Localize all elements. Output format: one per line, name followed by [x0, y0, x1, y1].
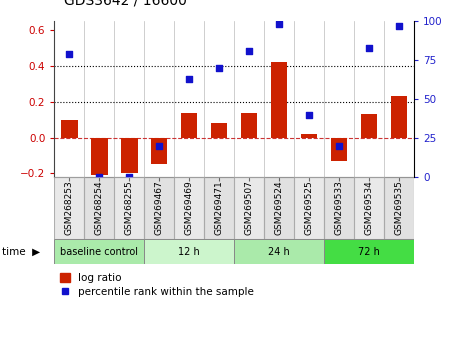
- Bar: [234, 177, 264, 239]
- Text: 24 h: 24 h: [268, 247, 290, 257]
- Bar: [264, 177, 294, 239]
- Text: GSM268253: GSM268253: [65, 180, 74, 235]
- Bar: [181, 113, 197, 138]
- Point: [125, 174, 133, 180]
- Bar: [294, 177, 324, 239]
- Bar: [174, 177, 204, 239]
- Point: [365, 45, 373, 51]
- Text: GSM269469: GSM269469: [184, 180, 194, 235]
- Bar: [324, 177, 354, 239]
- Point: [215, 65, 223, 71]
- Bar: [121, 138, 138, 173]
- Bar: [241, 113, 257, 138]
- Point: [335, 143, 343, 149]
- Bar: [54, 239, 144, 264]
- Text: GSM268254: GSM268254: [95, 180, 104, 235]
- Text: GSM269525: GSM269525: [305, 180, 314, 235]
- Bar: [61, 120, 78, 138]
- Bar: [354, 177, 384, 239]
- Text: GSM269507: GSM269507: [245, 180, 254, 235]
- Text: GSM269524: GSM269524: [274, 180, 284, 235]
- Point: [395, 23, 403, 29]
- Text: GDS3642 / 16600: GDS3642 / 16600: [64, 0, 187, 7]
- Bar: [271, 62, 287, 138]
- Bar: [331, 138, 347, 161]
- Bar: [324, 239, 414, 264]
- Point: [96, 174, 103, 180]
- Bar: [54, 177, 84, 239]
- Point: [185, 76, 193, 82]
- Bar: [114, 177, 144, 239]
- Point: [305, 112, 313, 118]
- Bar: [301, 134, 317, 138]
- Bar: [204, 177, 234, 239]
- Text: baseline control: baseline control: [61, 247, 138, 257]
- Legend: log ratio, percentile rank within the sample: log ratio, percentile rank within the sa…: [60, 273, 254, 297]
- Bar: [361, 114, 377, 138]
- Point: [156, 143, 163, 149]
- Bar: [391, 96, 407, 138]
- Text: GSM269467: GSM269467: [155, 180, 164, 235]
- Point: [66, 51, 73, 57]
- Bar: [91, 138, 107, 175]
- Bar: [84, 177, 114, 239]
- Text: GSM269535: GSM269535: [394, 180, 403, 235]
- Text: GSM268255: GSM268255: [125, 180, 134, 235]
- Text: GSM269471: GSM269471: [215, 180, 224, 235]
- Bar: [211, 123, 228, 138]
- Bar: [234, 239, 324, 264]
- Point: [275, 22, 283, 27]
- Text: GSM269534: GSM269534: [364, 180, 374, 235]
- Bar: [384, 177, 414, 239]
- Bar: [151, 138, 167, 165]
- Bar: [144, 239, 234, 264]
- Text: time  ▶: time ▶: [2, 247, 41, 257]
- Point: [245, 48, 253, 54]
- Text: 12 h: 12 h: [178, 247, 200, 257]
- Text: GSM269533: GSM269533: [334, 180, 343, 235]
- Bar: [144, 177, 174, 239]
- Text: 72 h: 72 h: [358, 247, 380, 257]
